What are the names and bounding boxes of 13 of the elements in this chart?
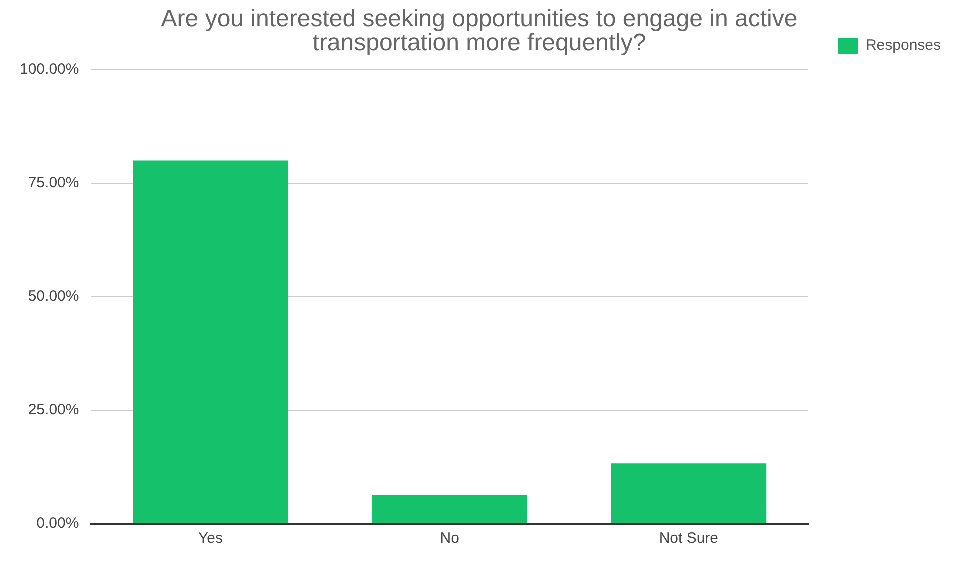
legend-label: Responses	[866, 37, 942, 54]
bar	[372, 495, 528, 524]
x-tick-label: Not Sure	[659, 530, 719, 548]
bar	[611, 464, 767, 524]
x-tick-label: No	[440, 530, 460, 548]
chart-title: Are you interested seeking opportunities to engage in active transportation more frequently?	[161, 6, 798, 57]
x-tick-label: Yes	[198, 530, 223, 548]
y-tick-label: 75.00%	[28, 174, 80, 192]
y-tick-label: 100.00%	[20, 61, 80, 78]
y-tick-label: 0.00%	[36, 515, 80, 532]
y-tick-label: 50.00%	[28, 288, 80, 306]
bar	[133, 160, 288, 524]
y-tick-label: 25.00%	[28, 402, 80, 419]
